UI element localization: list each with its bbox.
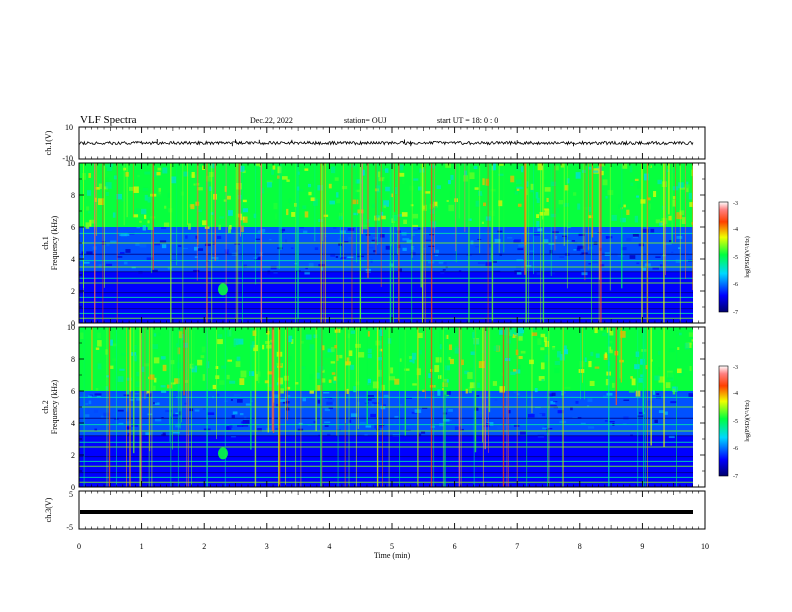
station-label: station= OUJ [344, 116, 387, 125]
frequency-tick-label: 10 [67, 323, 75, 332]
ch1-frequency-ticks: 0 2 4 6 8 10 [67, 159, 705, 328]
time-axis-label: Time (min) [374, 551, 411, 560]
ch1-spectrogram-ylabel-channel: ch.1 [41, 236, 50, 250]
time-tick-label: 1 [140, 542, 144, 551]
ch2-colorbar-tick: -6 [733, 446, 738, 452]
ch1-ytick-top: 10 [65, 123, 73, 132]
ch2-spectrogram-ylabel-channel: ch.2 [41, 400, 50, 414]
frequency-tick-label: 2 [71, 287, 75, 296]
time-tick-label: 9 [640, 542, 644, 551]
frequency-tick-label: 4 [71, 255, 75, 264]
ch3-ytick-bottom: -5 [66, 523, 73, 532]
ch2-colorbar-tick: -5 [733, 419, 738, 425]
date-label: Dec.22, 2022 [250, 116, 293, 125]
frequency-tick-label: 0 [71, 319, 75, 328]
time-tick-label: 3 [265, 542, 269, 551]
frequency-tick-label: 8 [71, 191, 75, 200]
ch1-waveform-panel: 10 -10 ch.1(V) [44, 123, 706, 163]
time-tick-label: 8 [578, 542, 582, 551]
time-tick-label: 7 [515, 542, 519, 551]
ch3-waveform-panel: 5 -5 ch.3(V) [44, 490, 706, 532]
frequency-tick-label: 4 [71, 419, 75, 428]
frequency-tick-label: 8 [71, 355, 75, 364]
time-tick-label: 4 [327, 542, 331, 551]
ch2-colorbar-gradient [718, 365, 729, 477]
ch2-colorbar-tick: -4 [733, 391, 738, 397]
ch2-colorbar: -3 -4 -5 -6 -7 log(PSD)(V²/Hz) [718, 365, 751, 480]
ch1-colorbar-label: log(PSD)(V²/Hz) [744, 236, 751, 277]
time-tick-marks [78, 127, 706, 529]
ch1-waveform-ylabel: ch.1(V) [44, 130, 53, 155]
ch2-colorbar-tick: -7 [733, 474, 738, 480]
ch1-spectrogram-panel: 0 2 4 6 8 10 ch.1 Frequency (kHz) -3 -4 -5 -6… [41, 159, 751, 328]
ch2-spectrogram-image [79, 327, 705, 487]
start-time-label: start UT = 18: 0 : 0 [437, 116, 498, 125]
time-tick-label: 5 [390, 542, 394, 551]
ch1-colorbar-gradient [718, 201, 729, 313]
time-axis-tick-labels: 0 1 2 3 4 5 6 7 8 9 10 [77, 542, 709, 551]
ch1-colorbar-tick: -7 [733, 310, 738, 316]
ch2-colorbar-tick: -3 [733, 365, 738, 371]
ch1-waveform-trace [78, 139, 694, 147]
time-tick-label: 6 [453, 542, 457, 551]
time-tick-label: 0 [77, 542, 81, 551]
frequency-tick-label: 6 [71, 387, 75, 396]
ch1-waveform-line [78, 139, 694, 146]
time-tick-label: 2 [202, 542, 206, 551]
figure-title: VLF Spectra [80, 114, 137, 126]
ch2-colorbar-label: log(PSD)(V²/Hz) [744, 400, 751, 441]
ch3-waveform-ylabel: ch.3(V) [44, 497, 53, 522]
ch3-ytick-top: 5 [69, 490, 73, 499]
ch2-spectrogram-panel: 0 2 4 6 8 10 ch.2 Frequency (kHz) -3 -4 -5 -6… [41, 323, 751, 492]
ch2-frequency-ticks: 0 2 4 6 8 10 [67, 323, 705, 492]
frequency-tick-label: 2 [71, 451, 75, 460]
ch1-spectrogram-ylabel-frequency: Frequency (kHz) [50, 215, 59, 270]
frequency-tick-label: 0 [71, 483, 75, 492]
ch2-spectrogram-ylabel-frequency: Frequency (kHz) [50, 379, 59, 434]
ch1-colorbar-tick: -5 [733, 255, 738, 261]
ch1-ytick-bottom: -10 [62, 154, 73, 163]
ch1-colorbar-tick: -3 [733, 201, 738, 207]
frequency-tick-label: 10 [67, 159, 75, 168]
ch1-colorbar: -3 -4 -5 -6 -7 log(PSD)(V²/Hz) [718, 201, 751, 316]
spectrogram-blob [217, 447, 228, 460]
ch1-colorbar-tick: -6 [733, 282, 738, 288]
frequency-tick-label: 6 [71, 223, 75, 232]
time-tick-label: 10 [701, 542, 709, 551]
spectrogram-blob [217, 283, 228, 296]
ch1-spectrogram-image [79, 163, 705, 323]
ch1-colorbar-tick: -4 [733, 227, 738, 233]
